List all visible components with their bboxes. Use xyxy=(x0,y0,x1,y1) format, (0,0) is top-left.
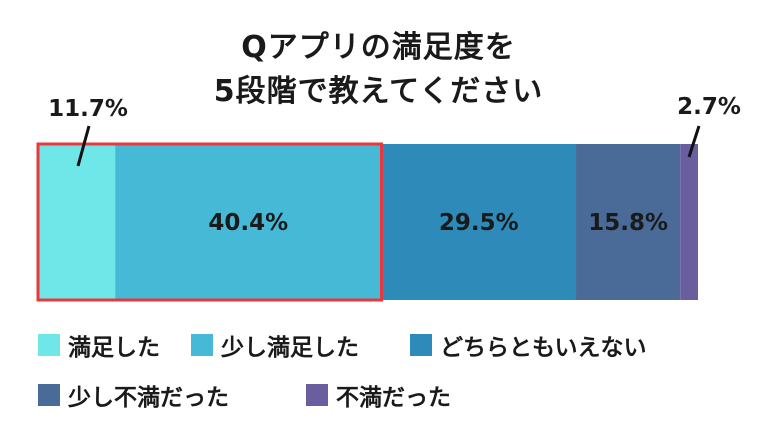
data-label-somewhat-dissatisfied: 15.8% xyxy=(588,210,668,236)
highlight-box xyxy=(36,142,384,302)
leader-line-dissatisfied xyxy=(687,125,701,158)
legend-item-somewhat-dissatisfied: 少し不満だった xyxy=(38,378,229,412)
bar-segment-neutral xyxy=(381,144,577,300)
legend-label-satisfied: 満足した xyxy=(68,335,160,361)
data-label-neutral: 29.5% xyxy=(439,210,519,236)
legend-item-dissatisfied: 不満だった xyxy=(306,378,451,412)
legend-swatch-somewhat-satisfied xyxy=(191,334,213,356)
legend-item-somewhat-satisfied: 少し満足した xyxy=(191,328,359,362)
data-label-somewhat-satisfied: 40.4% xyxy=(208,210,288,236)
legend-label-neutral: どちらともいえない xyxy=(440,335,647,361)
data-label-satisfied: 11.7% xyxy=(48,96,128,122)
legend-swatch-dissatisfied xyxy=(306,384,328,406)
leader-line-satisfied xyxy=(76,125,91,167)
legend-swatch-neutral xyxy=(410,334,432,356)
chart-title-line-2: 5段階で教えてください xyxy=(213,74,544,109)
legend-swatch-somewhat-dissatisfied xyxy=(38,384,60,406)
stacked-bar-chart: 40.4% 29.5% 15.8% 11.7% 2.7% xyxy=(36,94,741,302)
chart-title-line-1: Qアプリの満足度を xyxy=(241,30,516,65)
legend-item-neutral: どちらともいえない xyxy=(410,328,647,362)
legend-swatch-satisfied xyxy=(38,334,60,356)
bar-segment-somewhat-satisfied xyxy=(115,144,382,300)
legend-label-somewhat-satisfied: 少し満足した xyxy=(221,335,359,361)
bar-segment-somewhat-dissatisfied xyxy=(576,144,681,300)
legend-label-somewhat-dissatisfied: 少し不満だった xyxy=(68,385,229,411)
legend-item-satisfied: 満足した xyxy=(38,328,160,362)
bar-segment-dissatisfied xyxy=(680,144,698,300)
bar-segment-satisfied xyxy=(38,144,116,300)
data-label-dissatisfied: 2.7% xyxy=(677,94,741,120)
legend-label-dissatisfied: 不満だった xyxy=(336,385,451,411)
